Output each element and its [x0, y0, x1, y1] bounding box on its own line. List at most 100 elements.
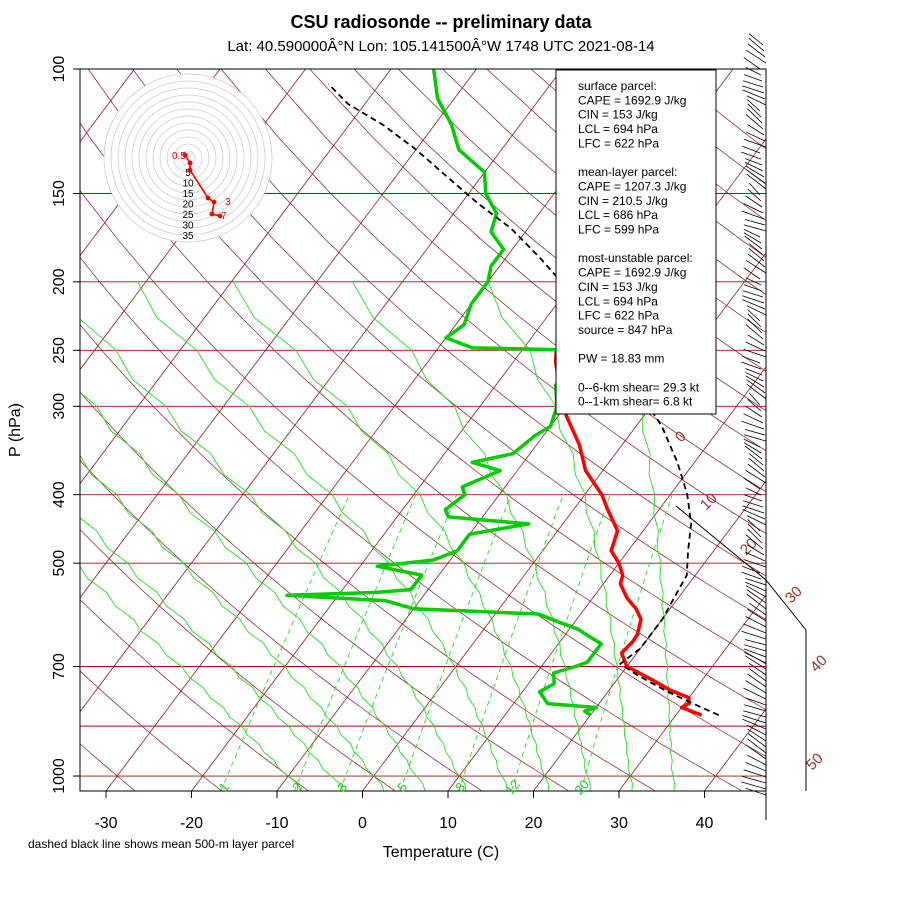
wind-barb	[745, 744, 767, 760]
isotherm-line	[618, 594, 766, 791]
wind-barb	[743, 232, 762, 244]
wind-barb	[742, 776, 767, 784]
parcel-trace	[327, 83, 720, 716]
isotherm-label: 40	[807, 652, 831, 676]
hodograph-ring	[138, 108, 238, 208]
stats-line: 0--1-km shear= 6.8 kt	[578, 395, 693, 409]
wind-barb	[744, 434, 767, 442]
mixing-ratio-line	[510, 494, 611, 791]
wind-barb	[747, 544, 765, 556]
moist-adiabat-line	[80, 565, 302, 791]
wind-barb	[747, 253, 766, 268]
mixing-ratio-label: 3	[334, 780, 350, 795]
wind-barb	[745, 616, 767, 628]
y-tick-label: 200	[51, 268, 68, 295]
stats-line: LCL = 694 hPa	[578, 122, 658, 136]
stats-line: most-unstable parcel:	[578, 251, 693, 265]
stats-line: LCL = 686 hPa	[578, 208, 658, 222]
dry-adiabat-line	[87, 69, 766, 665]
hodograph-ring-label: 5	[185, 168, 191, 179]
stats-line: surface parcel:	[578, 79, 657, 93]
isotherm-line	[533, 480, 766, 791]
y-tick-label: 400	[51, 481, 68, 508]
barb-boundary	[675, 505, 807, 791]
wind-barb	[745, 762, 767, 772]
dry-adiabat-line	[80, 670, 223, 791]
hodograph-ring-label: 25	[182, 210, 194, 221]
wind-barb	[748, 247, 765, 262]
wind-barb	[746, 379, 766, 394]
wind-barb	[744, 644, 767, 652]
wind-barb	[745, 49, 767, 64]
wind-barb	[747, 463, 766, 478]
x-axis-label: Temperature (C)	[383, 844, 499, 861]
isotherm-label: 0	[672, 428, 690, 446]
dry-adiabat-line	[80, 529, 396, 791]
wind-barb	[746, 305, 767, 316]
wind-barb	[747, 309, 761, 322]
moist-adiabat-line	[80, 517, 344, 791]
wind-barb	[742, 500, 764, 508]
wind-barb	[744, 655, 767, 670]
wind-barb	[742, 89, 766, 100]
parcel-stats-box	[555, 69, 717, 415]
wind-barb	[745, 162, 764, 172]
dry-adiabat-line	[80, 391, 569, 791]
mixing-ratio-line	[220, 494, 350, 791]
x-tick-label: 10	[439, 815, 457, 832]
wind-barb	[742, 80, 764, 88]
wind-barb	[743, 413, 764, 424]
stats-line: CAPE = 1692.9 J/kg	[578, 266, 686, 280]
hodograph-point	[187, 167, 193, 173]
hodograph-point-label: 3	[225, 197, 231, 208]
wind-barb	[747, 188, 762, 202]
wind-barb	[741, 361, 762, 370]
wind-barb	[741, 781, 767, 790]
chart-title: CSU radiosonde -- preliminary data	[290, 12, 592, 32]
wind-barb	[742, 509, 766, 520]
wind-barb	[745, 578, 767, 586]
wind-barb	[746, 515, 767, 526]
x-tick-label: -20	[180, 815, 203, 832]
dry-adiabat-line	[176, 69, 766, 577]
mixing-ratio-line	[339, 494, 458, 791]
wind-barb	[742, 295, 765, 304]
wind-barb	[745, 680, 767, 694]
hodograph-ring	[131, 101, 245, 215]
isotherm-label: 30	[782, 583, 806, 607]
wind-barb	[744, 445, 763, 460]
moist-adiabat-line	[80, 454, 385, 791]
wind-barb	[747, 99, 761, 112]
wind-barb	[744, 74, 763, 82]
dry-adiabat-line	[80, 324, 656, 791]
y-tick-label: 150	[51, 180, 68, 207]
stats-line: CAPE = 1692.9 J/kg	[578, 93, 686, 107]
footnote: dashed black line shows mean 500-m layer…	[28, 837, 294, 851]
wind-barb	[745, 114, 764, 130]
x-tick-label: 0	[358, 815, 367, 832]
y-tick-label: 700	[51, 653, 68, 680]
wind-barb	[749, 182, 761, 196]
wind-barb	[746, 589, 767, 604]
stats-line: CIN = 153 J/kg	[578, 280, 658, 294]
mixing-ratio-label: 8	[452, 780, 468, 795]
wind-barb	[747, 313, 762, 328]
hodograph-ring	[173, 143, 203, 173]
wind-barb	[743, 349, 767, 358]
wind-barb	[741, 151, 762, 160]
wind-barb	[744, 429, 766, 436]
wind-barb	[747, 334, 765, 346]
stats-line: LCL = 694 hPa	[578, 294, 658, 308]
wind-barb	[741, 571, 762, 580]
wind-barb	[747, 108, 763, 124]
wind-barb	[745, 324, 764, 340]
isotherm-line	[80, 69, 477, 599]
wind-barb	[742, 715, 767, 724]
mixing-ratio-label: 5	[394, 780, 410, 795]
wind-barb	[747, 124, 765, 136]
moist-adiabat-line	[612, 281, 676, 791]
y-tick-label: 500	[51, 550, 68, 577]
wind-barb	[748, 457, 765, 472]
